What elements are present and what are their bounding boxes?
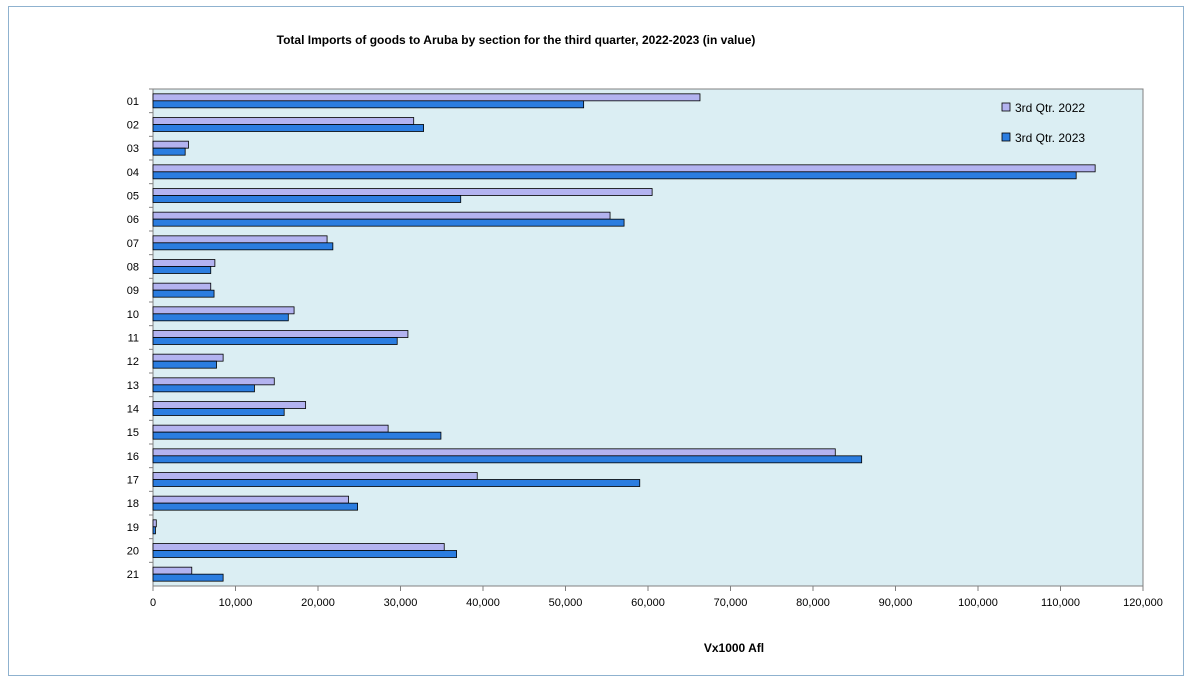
y-tick-label: 15 (127, 427, 139, 439)
bar-08-series-2 (152, 266, 212, 274)
chart-title: Total Imports of goods to Aruba by secti… (277, 33, 756, 47)
y-tick-label: 08 (127, 262, 139, 274)
bar-10-series-2 (152, 313, 289, 322)
y-tick-label: 17 (127, 475, 139, 487)
bar-07-series-1 (152, 235, 328, 244)
x-tick-label: 50,000 (549, 597, 583, 609)
y-tick-label: 13 (127, 380, 139, 392)
x-tick-label: 110,000 (1041, 597, 1080, 609)
bar-02-series-1 (152, 117, 415, 125)
bar-14-series-1 (152, 401, 307, 409)
bar-11-series-2 (152, 337, 398, 345)
bar-20-series-2 (152, 550, 458, 558)
x-tick-label: 40,000 (466, 597, 500, 609)
x-tick-label: 100,000 (958, 597, 998, 609)
bar-18-series-2 (152, 502, 359, 511)
bar-09-series-2 (152, 289, 215, 298)
bar-11-series-1 (152, 330, 409, 338)
bar-12-series-1 (152, 353, 224, 362)
y-tick-label: 10 (127, 309, 139, 321)
bar-16-series-1 (152, 448, 836, 457)
bar-05-series-2 (152, 195, 462, 203)
bar-06-series-1 (152, 211, 611, 220)
bar-20-series-1 (152, 543, 445, 551)
bar-01-series-2 (152, 100, 585, 109)
legend: 3rd Qtr. 2022 3rd Qtr. 2023 (1001, 101, 1085, 145)
bar-10-series-1 (152, 306, 295, 315)
bar-14-series-2 (152, 408, 285, 416)
bar-13-series-2 (152, 384, 255, 393)
y-tick-label: 16 (127, 451, 139, 463)
bar-19-series-2 (152, 526, 156, 535)
bar-13-series-1 (152, 377, 275, 386)
y-tick-label: 05 (127, 191, 139, 203)
bar-03-series-1 (152, 140, 189, 149)
x-tick-label: 0 (150, 597, 156, 609)
bar-04-series-1 (152, 164, 1096, 173)
y-tick-label: 09 (127, 285, 139, 297)
bar-12-series-2 (152, 360, 217, 369)
y-axis: 01 02 03 04 05 06 07 08 09 10 11 12 13 14 15 16 17 18 19 20… (127, 88, 153, 581)
y-tick-label: 06 (127, 214, 139, 226)
x-tick-label: 90,000 (879, 597, 913, 609)
y-tick-label: 19 (127, 522, 139, 534)
y-tick-label: 18 (127, 498, 139, 510)
x-tick-label: 20,000 (301, 597, 335, 609)
y-tick-label: 04 (127, 167, 139, 179)
x-tick-label: 120,000 (1123, 597, 1163, 609)
bar-05-series-1 (152, 188, 653, 196)
y-tick-label: 12 (127, 356, 139, 368)
bar-01-series-1 (152, 93, 701, 102)
bar-08-series-1 (152, 259, 216, 267)
x-tick-label: 30,000 (384, 597, 418, 609)
bar-04-series-2 (152, 171, 1077, 180)
bar-17-series-2 (152, 479, 641, 487)
y-tick-label: 14 (127, 404, 139, 416)
legend-label-1: 3rd Qtr. 2022 (1015, 101, 1085, 115)
y-tick-label: 21 (127, 569, 139, 581)
y-tick-label: 07 (127, 238, 139, 250)
legend-swatch-1 (1001, 102, 1011, 112)
y-tick-label: 01 (127, 96, 139, 108)
x-tick-label: 60,000 (631, 597, 665, 609)
bar-06-series-2 (152, 218, 625, 227)
bar-09-series-1 (152, 282, 212, 291)
bar-15-series-1 (152, 424, 389, 433)
bar-02-series-2 (152, 124, 425, 132)
bar-16-series-2 (152, 455, 863, 464)
x-tick-label: 80,000 (796, 597, 830, 609)
bar-19-series-1 (152, 519, 157, 528)
y-tick-label: 02 (127, 120, 139, 132)
y-tick-label: 11 (128, 333, 139, 345)
legend-label-2: 3rd Qtr. 2023 (1015, 131, 1085, 145)
bar-18-series-1 (152, 495, 349, 504)
x-tick-label: 10,000 (219, 597, 253, 609)
bar-15-series-2 (152, 431, 442, 440)
bar-17-series-1 (152, 472, 478, 480)
bar-21-series-1 (152, 566, 193, 575)
legend-swatch-2 (1001, 132, 1011, 142)
bar-07-series-2 (152, 242, 334, 251)
bar-21-series-2 (152, 573, 224, 582)
x-axis-label: Vx1000 Afl (704, 641, 764, 655)
y-tick-label: 20 (127, 546, 139, 558)
y-tick-label: 03 (127, 143, 139, 155)
bar-03-series-2 (152, 147, 186, 156)
x-tick-label: 70,000 (714, 597, 748, 609)
x-axis: 0 10,000 20,000 30,000 40,000 50,000 60,000 70,… (150, 586, 1163, 609)
bars-group (152, 93, 1096, 582)
